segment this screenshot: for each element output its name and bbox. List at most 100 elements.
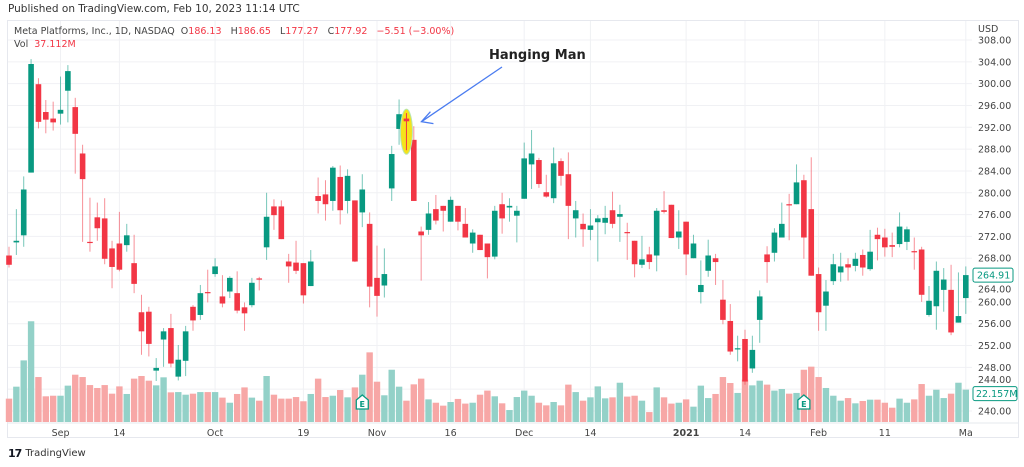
price-tick-label: 272.00 [978, 232, 1011, 243]
candle [617, 204, 623, 242]
hanging-man-label: Hanging Man [489, 48, 586, 63]
candle [79, 144, 86, 242]
time-tick-label: 14 [113, 428, 125, 439]
candle-body [595, 218, 601, 223]
candle-body [50, 118, 56, 123]
candle [219, 275, 226, 308]
candle-body [418, 231, 424, 236]
volume-bar [638, 400, 646, 422]
volume-bar [808, 366, 815, 422]
candle-body [241, 307, 248, 314]
candle-body [227, 277, 233, 292]
candle [543, 174, 550, 198]
candle [712, 253, 719, 285]
candle-body [506, 205, 513, 208]
annotation-arrow-line [421, 66, 503, 123]
volume-bar [778, 389, 785, 422]
candle [675, 210, 682, 249]
close-label: C [327, 26, 335, 37]
candle-body [43, 112, 49, 120]
candle-body [190, 306, 196, 321]
volume-bar [859, 400, 866, 422]
candle-body [918, 249, 925, 295]
volume-bar [233, 393, 241, 422]
candle-body [65, 71, 71, 91]
candle-body [675, 231, 682, 238]
volume-bar [947, 393, 955, 422]
price-tick-label: 244.00 [978, 375, 1011, 386]
time-tick-label: 19 [297, 428, 309, 439]
candle-body [705, 255, 711, 271]
volume-bar [138, 376, 145, 422]
candle [882, 228, 888, 257]
volume-bar [785, 393, 793, 422]
price-tick-label: 240.00 [978, 407, 1011, 418]
candle-body [617, 214, 623, 217]
price-tick-label: 264.00 [978, 285, 1011, 296]
price-axis[interactable]: 308.00 304.00 300.00 296.00 292.00 288.00 284.… [972, 24, 1018, 418]
candle [874, 227, 881, 261]
candle-body [742, 338, 748, 382]
candle-body [271, 206, 277, 216]
candle [352, 200, 358, 263]
open-value: 186.13 [188, 26, 222, 37]
volume-bar [940, 398, 947, 422]
volume-bar [925, 395, 933, 422]
candle-body [175, 359, 182, 377]
volume-bar [705, 398, 712, 422]
candle-body [646, 254, 653, 263]
candle [683, 221, 689, 276]
candle-body [550, 163, 557, 199]
candle-body [852, 258, 859, 266]
volume-bar [388, 369, 395, 422]
volume-bar [690, 406, 697, 422]
candle [212, 258, 218, 277]
volume-value: 37.112M [34, 39, 76, 50]
candle-body [219, 296, 226, 304]
volume-bar [337, 390, 344, 422]
candle [580, 213, 586, 247]
volume-bar [506, 410, 513, 422]
candle [285, 253, 292, 283]
candle-body [182, 331, 189, 361]
candle [815, 267, 822, 331]
candle-body [20, 189, 27, 236]
volume-bar [49, 395, 57, 422]
candle [249, 277, 255, 308]
symbol-name[interactable]: Meta Platforms, Inc., 1D, NASDAQ [14, 26, 175, 37]
volume-bar [462, 403, 469, 422]
volume-bar [410, 384, 417, 422]
volume-bar [543, 405, 550, 422]
volume-bar [741, 379, 749, 422]
candle-body [425, 213, 432, 230]
candle [411, 126, 417, 201]
candle [13, 209, 20, 255]
candle [6, 246, 12, 268]
candle-body [734, 348, 741, 350]
candle-body [352, 200, 358, 262]
candle-body [926, 300, 932, 315]
candle [698, 260, 704, 304]
time-tick-label: Nov [368, 428, 387, 439]
price-tick-label: 308.00 [978, 36, 1011, 47]
volume-bar [830, 395, 837, 422]
candle-body [830, 264, 837, 282]
candle [705, 239, 711, 277]
volume-bar [609, 397, 616, 422]
volume-bar [454, 398, 462, 422]
time-axis[interactable]: Sep 14 Oct 19 Nov 16 Dec 14 2021 14 Feb 11 Ma [8, 422, 1018, 439]
tradingview-logo-icon: 17 [8, 447, 22, 460]
candle-body [168, 328, 174, 364]
candle [779, 202, 785, 238]
candle [793, 164, 800, 205]
time-tick-label: Feb [810, 428, 827, 439]
published-caption: Published on TradingView.com, Feb 10, 20… [8, 3, 300, 15]
volume-bar [616, 382, 624, 422]
volume-bar [933, 389, 940, 422]
volume-bar [903, 402, 911, 422]
volume-bar [329, 395, 337, 422]
volume-bar [344, 397, 351, 422]
time-tick-label: 14 [739, 428, 751, 439]
candle-body [631, 240, 638, 265]
